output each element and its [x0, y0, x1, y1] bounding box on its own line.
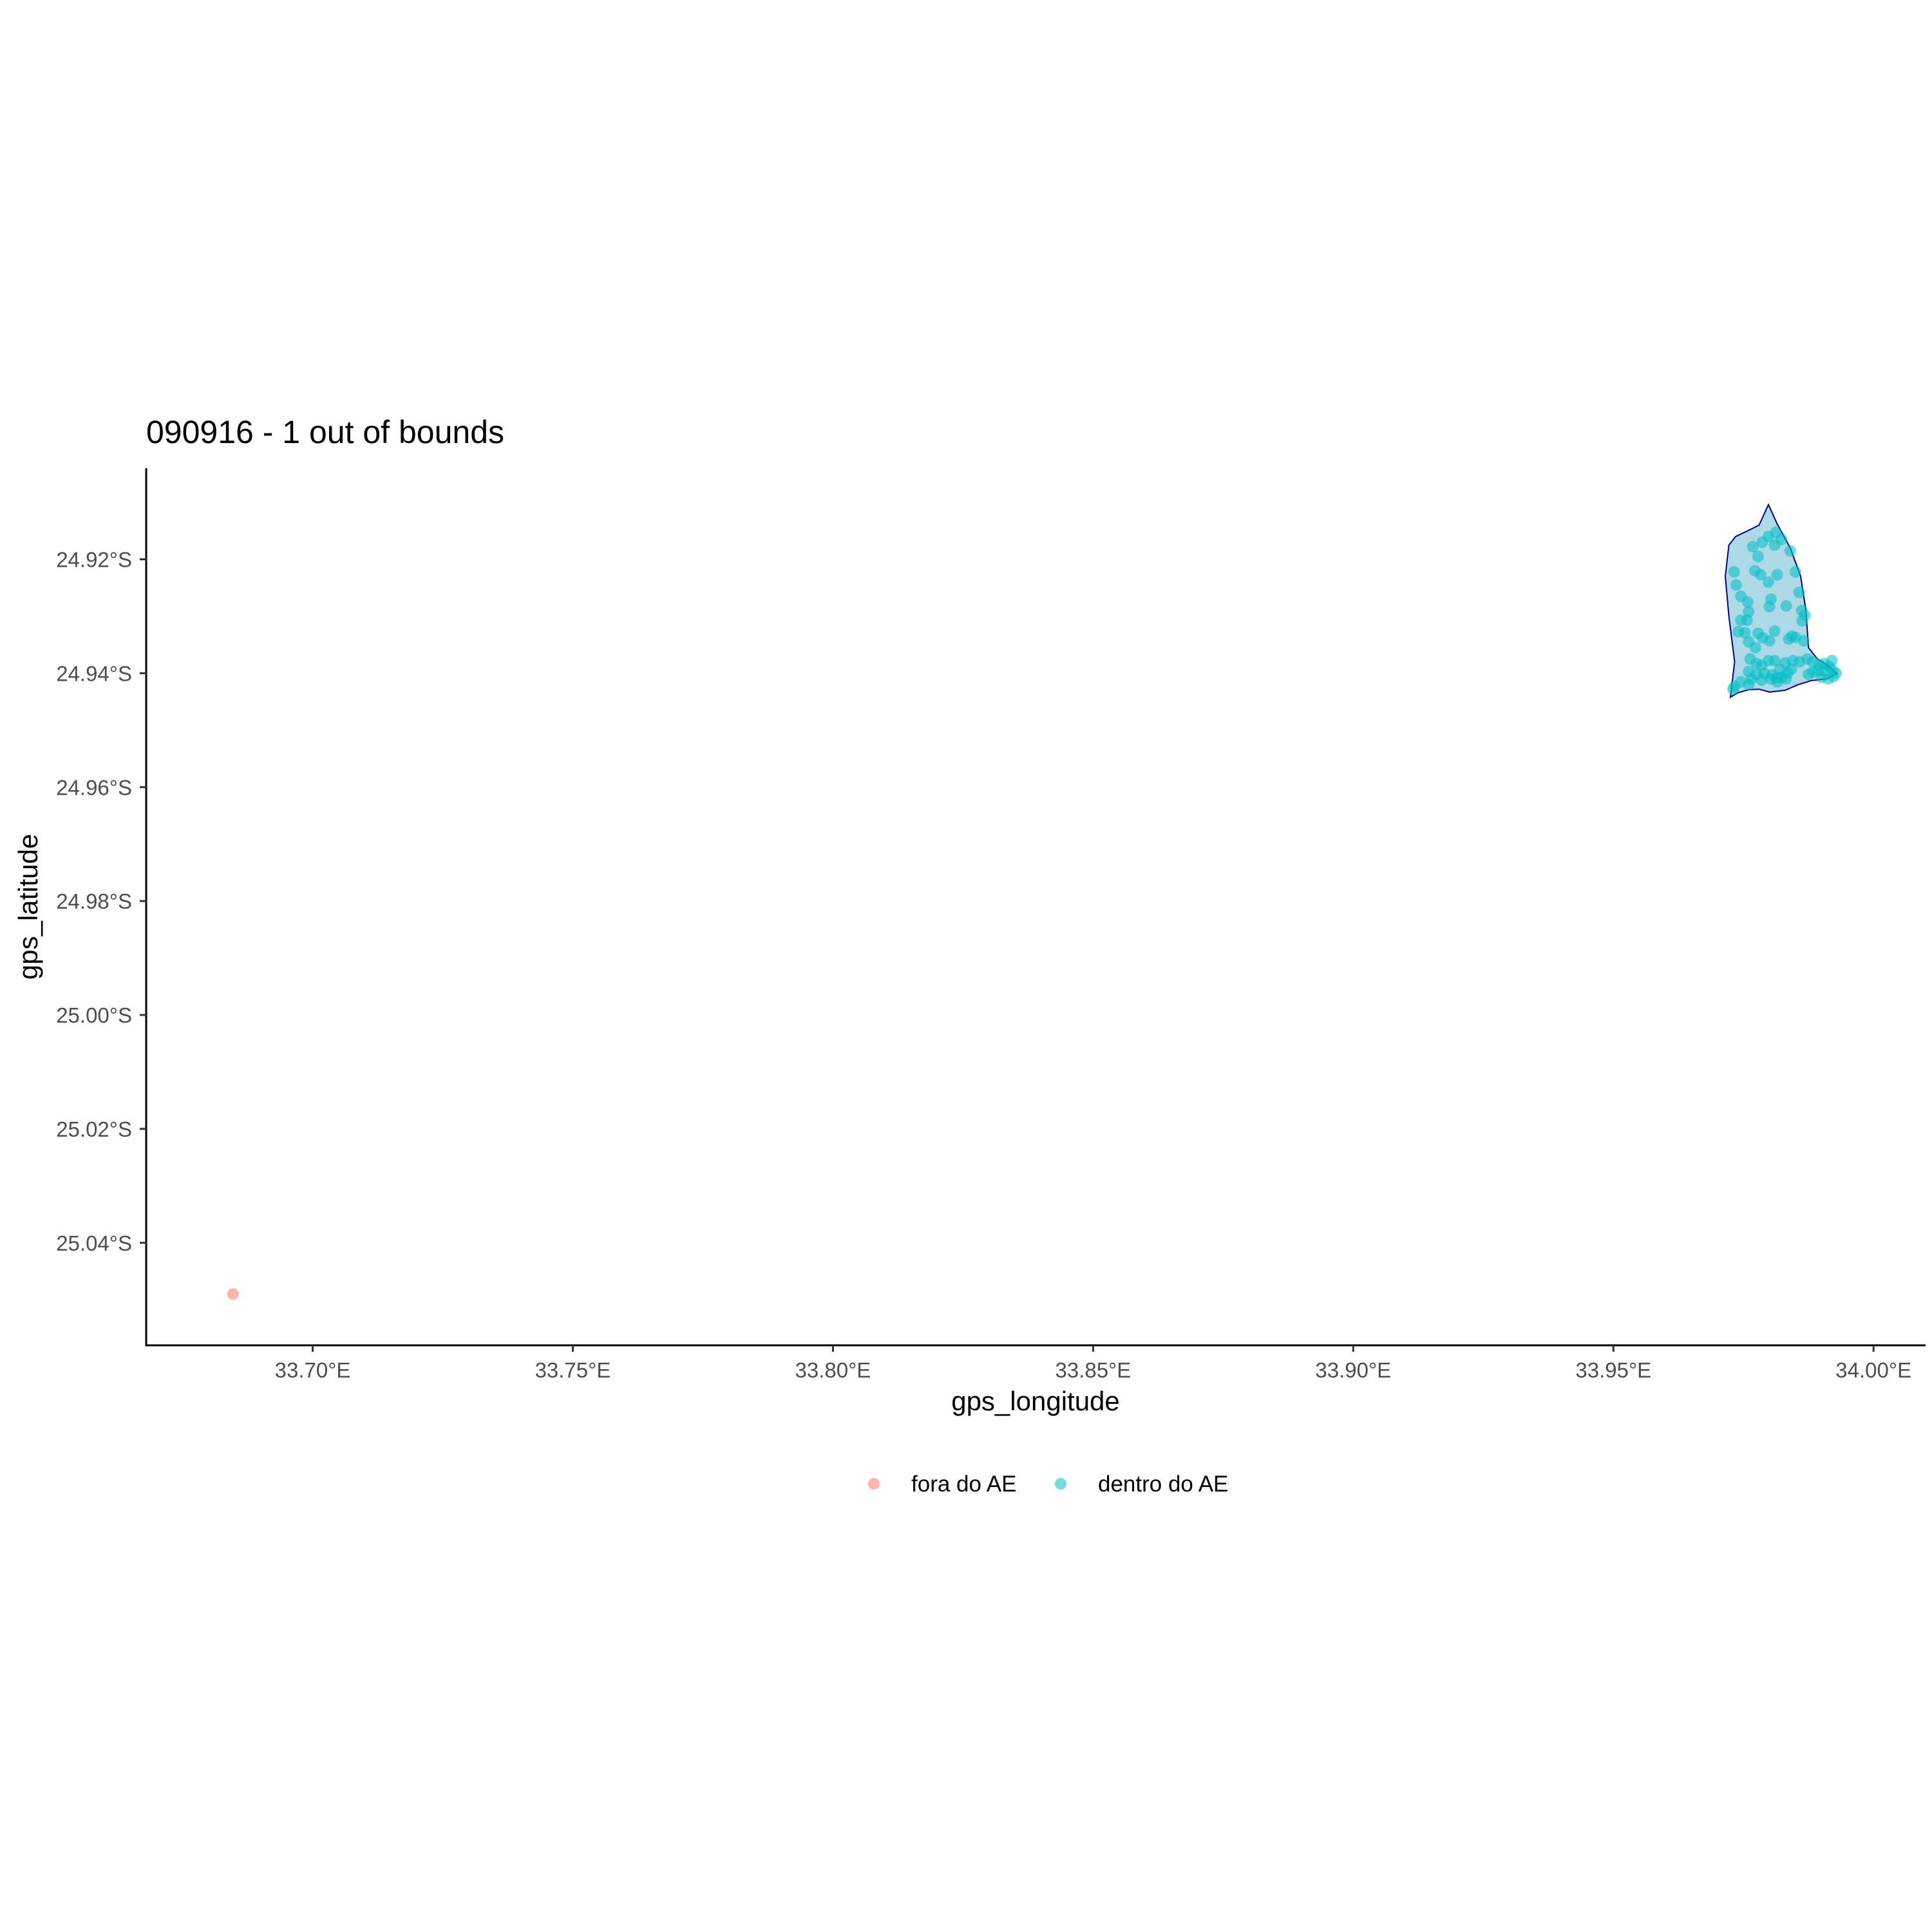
point-dentro-58	[1803, 668, 1815, 681]
points-layer	[227, 526, 1842, 1300]
x-tick-label-4: 33.90°E	[1315, 1358, 1391, 1382]
legend-label-0: fora do AE	[911, 1472, 1016, 1497]
legend-key-1	[1055, 1478, 1066, 1490]
point-dentro-23	[1796, 615, 1808, 627]
point-dentro-12	[1790, 566, 1801, 578]
y-tick-label-5: 25.02°S	[56, 1117, 132, 1141]
point-dentro-26	[1735, 614, 1747, 627]
y-tick-label-4: 25.00°S	[56, 1003, 132, 1027]
point-dentro-13	[1730, 579, 1742, 591]
x-axis-ticks: 33.70°E 33.75°E 33.80°E 33.85°E 33.90°E 33.95…	[275, 1345, 1911, 1382]
point-dentro-33	[1763, 635, 1776, 647]
y-axis-title: gps_latitude	[13, 834, 43, 980]
x-tick-label-3: 33.85°E	[1055, 1358, 1131, 1382]
point-dentro-31	[1749, 641, 1761, 654]
point-dentro-20	[1780, 600, 1792, 612]
point-dentro-28	[1739, 627, 1751, 639]
point-dentro-74	[1756, 674, 1768, 686]
point-dentro-52	[1826, 654, 1838, 667]
legend: fora do AE dentro do AE	[868, 1472, 1228, 1497]
y-tick-label-1: 24.94°S	[56, 661, 132, 685]
point-dentro-4	[1776, 533, 1788, 545]
point-dentro-17	[1741, 596, 1754, 608]
point-fora-0	[227, 1288, 239, 1300]
point-dentro-19	[1765, 593, 1777, 605]
point-dentro-43	[1768, 654, 1781, 667]
point-dentro-61	[1828, 670, 1839, 683]
x-axis-title: gps_longitude	[951, 1386, 1120, 1416]
point-dentro-5	[1747, 541, 1759, 553]
y-tick-label-3: 24.98°S	[56, 889, 132, 913]
y-axis-ticks: 24.92°S 24.94°S 24.96°S 24.98°S 25.00°S 25.02…	[56, 548, 146, 1255]
point-dentro-34	[1768, 625, 1781, 637]
point-dentro-73	[1745, 673, 1757, 685]
point-dentro-6	[1752, 551, 1764, 563]
point-dentro-76	[1771, 676, 1783, 688]
point-dentro-14	[1763, 576, 1774, 588]
point-dentro-15	[1793, 586, 1805, 598]
point-dentro-79	[1727, 683, 1739, 696]
point-dentro-77	[1780, 673, 1792, 685]
y-tick-label-0: 24.92°S	[56, 548, 132, 572]
legend-key-0	[868, 1478, 880, 1490]
y-tick-label-6: 25.04°S	[56, 1231, 132, 1255]
point-dentro-11	[1771, 569, 1783, 581]
point-dentro-8	[1728, 566, 1740, 578]
point-dentro-10	[1754, 569, 1766, 581]
point-dentro-7	[1784, 545, 1796, 557]
chart-title: 090916 - 1 out of bounds	[146, 414, 504, 450]
legend-label-1: dentro do AE	[1098, 1472, 1228, 1497]
y-tick-label-2: 24.96°S	[56, 775, 132, 799]
point-dentro-38	[1798, 635, 1810, 647]
point-dentro-69	[1774, 663, 1786, 676]
x-tick-label-2: 33.80°E	[795, 1358, 871, 1382]
point-dentro-70	[1785, 663, 1797, 676]
x-tick-label-6: 34.00°E	[1835, 1358, 1911, 1382]
x-tick-label-0: 33.70°E	[275, 1358, 351, 1382]
x-tick-label-5: 33.95°E	[1575, 1358, 1651, 1382]
x-tick-label-1: 33.75°E	[535, 1358, 611, 1382]
